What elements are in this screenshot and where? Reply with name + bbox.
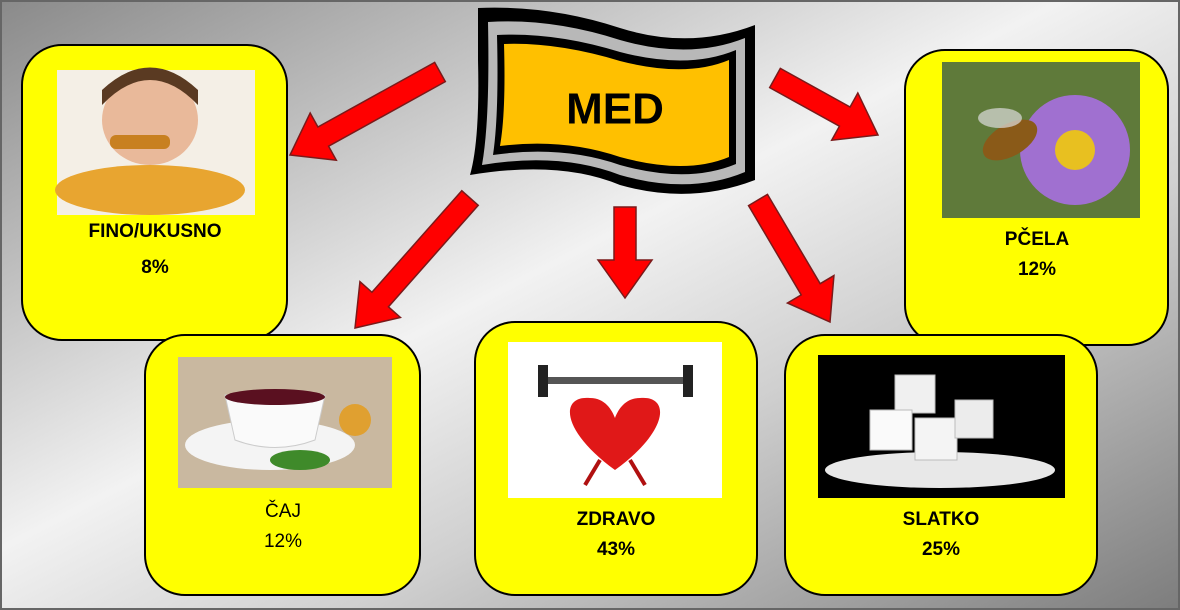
node-label: PČELA	[1005, 228, 1070, 250]
photo	[818, 355, 1065, 498]
node-label: FINO/UKUSNO	[89, 221, 222, 242]
node-label: SLATKO	[903, 509, 980, 530]
photo	[178, 357, 392, 488]
node-value: 43%	[597, 539, 635, 560]
node-value: 12%	[1018, 259, 1056, 280]
photo	[942, 62, 1140, 218]
node-label: ČAJ	[265, 500, 301, 522]
photo	[55, 68, 255, 216]
node-label: ZDRAVO	[577, 509, 656, 530]
node-value: 25%	[922, 539, 960, 560]
photo	[508, 342, 722, 498]
center-label: MED	[566, 85, 664, 134]
node-value: 8%	[141, 257, 169, 278]
node-value: 12%	[264, 531, 302, 552]
diagram: MED FINO/UKUSNO 8% PČELA 12% ČAJ 12%	[0, 0, 1180, 610]
